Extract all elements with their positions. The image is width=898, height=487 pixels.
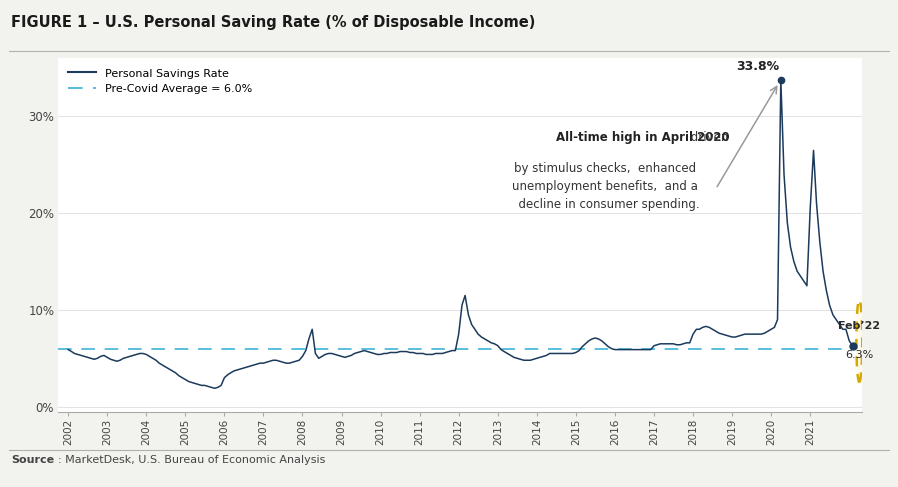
Text: 6.3%: 6.3%: [845, 351, 874, 360]
Text: by stimulus checks,  enhanced
unemployment benefits,  and a
  decline in consume: by stimulus checks, enhanced unemploymen…: [511, 162, 700, 211]
Text: 33.8%: 33.8%: [736, 60, 779, 73]
Text: Source: Source: [11, 455, 54, 465]
Legend: Personal Savings Rate, Pre-Covid Average = 6.0%: Personal Savings Rate, Pre-Covid Average…: [64, 64, 257, 99]
Text: : MarketDesk, U.S. Bureau of Economic Analysis: : MarketDesk, U.S. Bureau of Economic An…: [58, 455, 326, 465]
Text: All-time high in April 2020: All-time high in April 2020: [556, 131, 730, 144]
Text: Feb’22: Feb’22: [838, 321, 880, 331]
Text: FIGURE 1 – U.S. Personal Saving Rate (% of Disposable Income): FIGURE 1 – U.S. Personal Saving Rate (% …: [11, 15, 535, 30]
Text: driven: driven: [686, 131, 728, 144]
Ellipse shape: [857, 300, 862, 382]
